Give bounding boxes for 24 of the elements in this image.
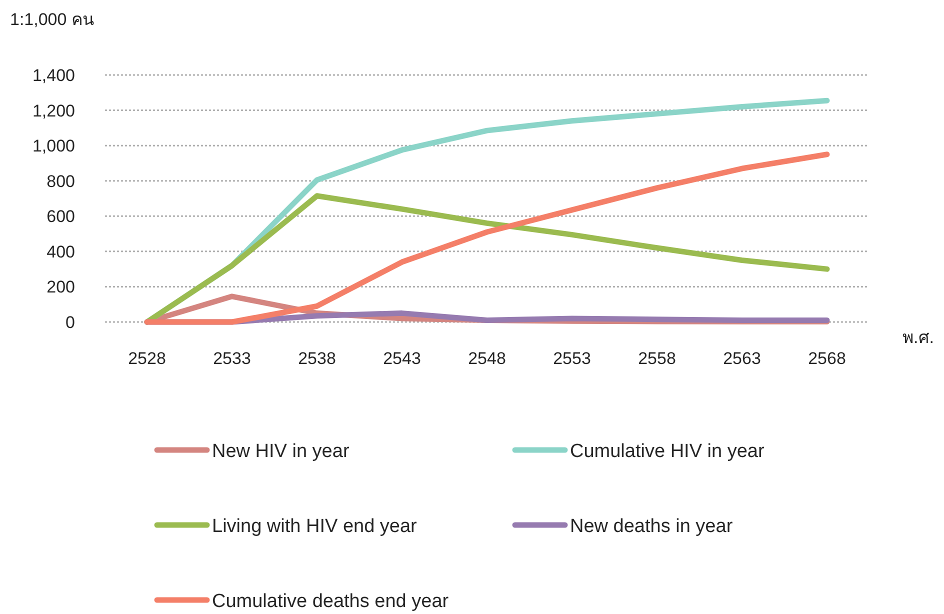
y-axis-title: 1:1,000 คน [10,10,94,29]
y-tick-label: 1,000 [32,136,75,156]
x-tick-label: 2558 [638,349,676,368]
x-tick-label: 2553 [553,349,591,368]
y-tick-label: 1,200 [32,101,75,120]
legend-label: Cumulative deaths end year [212,591,450,612]
x-tick-label: 2543 [383,349,421,368]
y-tick-label: 600 [46,207,75,226]
x-tick-label: 2528 [128,349,166,368]
y-tick-label: 200 [46,278,75,297]
legend-label: New HIV in year [212,441,350,462]
legend-label: New deaths in year [570,516,734,537]
x-tick-label: 2563 [723,349,761,368]
x-tick-label: 2533 [213,349,251,368]
legend-label: Living with HIV end year [212,516,418,537]
y-tick-label: 0 [66,313,75,332]
x-axis-title: พ.ศ. [902,328,934,347]
y-tick-label: 800 [46,172,75,191]
y-tick-label: 400 [46,242,75,262]
x-tick-label: 2568 [808,349,846,368]
y-tick-label: 1,400 [32,66,75,85]
legend-label: Cumulative HIV in year [570,441,765,462]
x-tick-label: 2548 [468,349,506,368]
x-tick-label: 2538 [298,349,336,368]
